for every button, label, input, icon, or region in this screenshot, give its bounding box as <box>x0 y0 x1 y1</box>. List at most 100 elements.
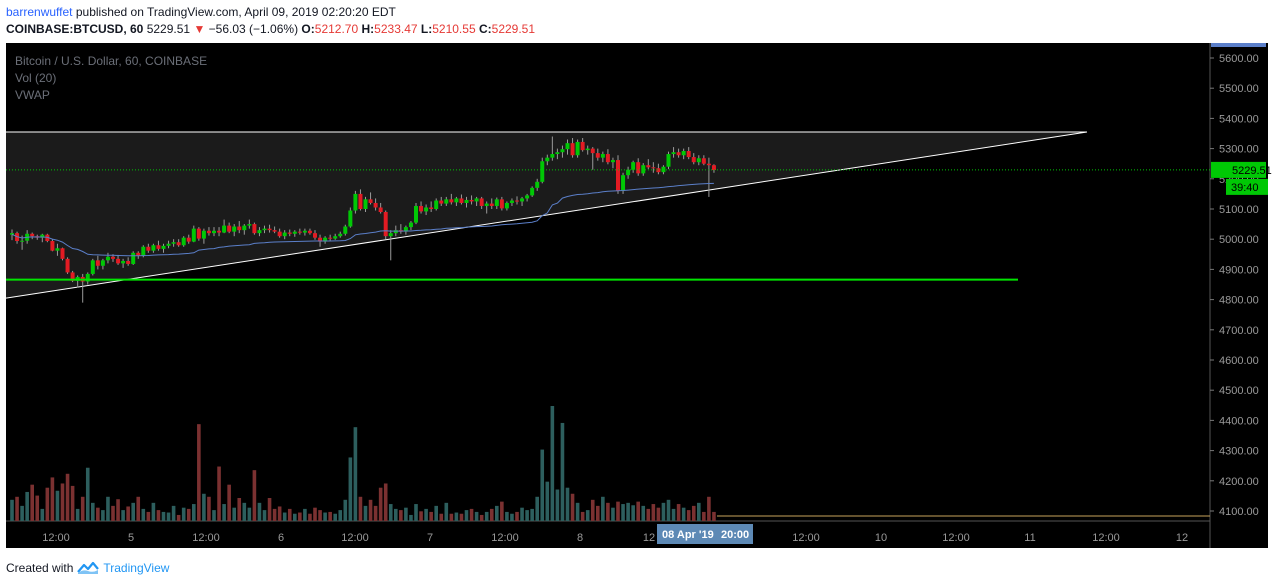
candle-body <box>479 198 484 206</box>
candle-body <box>292 231 297 234</box>
candle-body <box>429 207 434 209</box>
tradingview-logo-icon[interactable] <box>77 561 100 575</box>
candle-body <box>419 205 424 212</box>
price-tick-label: 4100.00 <box>1219 506 1259 518</box>
candle-body <box>449 199 454 203</box>
volume-bar <box>601 496 605 521</box>
volume-bar <box>676 504 681 521</box>
time-tick-label: 12:00 <box>192 532 220 544</box>
candle-body <box>474 198 479 202</box>
volume-legend[interactable]: Vol (20) <box>15 71 57 85</box>
candle-body <box>403 227 408 232</box>
candle-body <box>408 222 413 228</box>
countdown-text: 39:40 <box>1231 182 1259 194</box>
volume-bar <box>237 498 242 521</box>
candle-body <box>555 152 560 155</box>
time-tick-label: 5 <box>128 532 134 544</box>
volume-bar <box>328 511 332 521</box>
price-axis[interactable] <box>1210 43 1268 548</box>
candle-body <box>217 230 222 233</box>
candle-body <box>328 237 333 239</box>
volume-bar <box>70 485 75 521</box>
volume-bar <box>515 511 519 521</box>
vwap-legend[interactable]: VWAP <box>15 88 50 102</box>
volume-bar <box>333 513 337 521</box>
volume-bar <box>358 496 363 521</box>
volume-bar <box>197 424 201 521</box>
volume-bar <box>495 505 499 521</box>
candle-body <box>353 193 358 211</box>
volume-bar <box>156 510 161 521</box>
time-tick-label: 12:00 <box>1092 532 1120 544</box>
candle-body <box>90 260 95 274</box>
candle-body <box>520 198 525 202</box>
candle-body <box>212 230 216 234</box>
lower-trendline[interactable] <box>5 131 1088 299</box>
crosshair-hour-text: 20:00 <box>721 529 749 541</box>
candle-body <box>307 230 312 234</box>
author-link[interactable]: barrenwuffet <box>6 5 73 19</box>
volume-bar <box>565 487 570 521</box>
volume-bar <box>232 507 236 521</box>
volume-bar <box>35 495 40 521</box>
volume-bar <box>85 467 90 521</box>
volume-bar <box>166 512 171 521</box>
volume-bar <box>368 499 373 521</box>
volume-bar <box>429 511 433 521</box>
volume-bar <box>505 511 509 521</box>
candle-body <box>121 260 126 264</box>
chart-title-legend[interactable]: Bitcoin / U.S. Dollar, 60, COINBASE <box>15 54 208 68</box>
candle-body <box>242 225 247 231</box>
candle-body <box>186 237 191 242</box>
candle-body <box>338 233 343 237</box>
candle-body <box>10 233 14 235</box>
time-tick-label: 12:00 <box>942 532 970 544</box>
volume-bar <box>277 506 282 521</box>
price-tick-label: 4300.00 <box>1219 446 1259 458</box>
candle-body <box>363 199 368 209</box>
volume-bar <box>176 514 181 521</box>
candle-body <box>414 205 418 223</box>
volume-bar <box>146 511 151 521</box>
created-with-text: Created with <box>6 561 74 575</box>
volume-bar <box>363 505 368 521</box>
price-axis-scroll-indicator[interactable] <box>1211 43 1266 47</box>
candle-body <box>530 187 535 196</box>
candle-body <box>373 202 378 208</box>
volume-bar <box>343 499 348 521</box>
candle-body <box>560 149 565 153</box>
volume-bar <box>222 504 226 521</box>
candle-body <box>641 165 646 174</box>
candle-body <box>252 224 257 234</box>
candle-body <box>651 167 656 169</box>
candle-body <box>343 226 348 234</box>
candle-body <box>171 242 176 244</box>
volume-bar <box>712 511 716 521</box>
volume-bar <box>116 499 120 521</box>
volume-bar <box>247 507 252 521</box>
volume-bar <box>449 513 454 521</box>
volume-bar <box>227 484 231 521</box>
candle-body <box>580 141 585 151</box>
volume-bar <box>540 449 545 521</box>
volume-bar <box>40 508 45 521</box>
volume-bar <box>10 499 14 521</box>
candle-body <box>368 199 373 203</box>
volume-bar <box>101 510 105 521</box>
volume-bar <box>596 505 600 521</box>
candle-body <box>313 233 317 238</box>
candle-body <box>196 228 201 239</box>
volume-bar <box>207 496 211 521</box>
volume-bar <box>580 511 585 521</box>
volume-bar <box>91 502 95 521</box>
volume-bar <box>318 510 322 521</box>
tradingview-brand-link[interactable]: TradingView <box>103 561 170 575</box>
chart-pane[interactable] <box>6 43 1210 548</box>
candle-body <box>65 258 70 273</box>
candle-body <box>610 160 615 163</box>
volume-bar <box>303 508 307 521</box>
candle-body <box>237 226 242 231</box>
time-tick-label: 12 <box>1176 532 1188 544</box>
volume-bar <box>616 501 620 521</box>
